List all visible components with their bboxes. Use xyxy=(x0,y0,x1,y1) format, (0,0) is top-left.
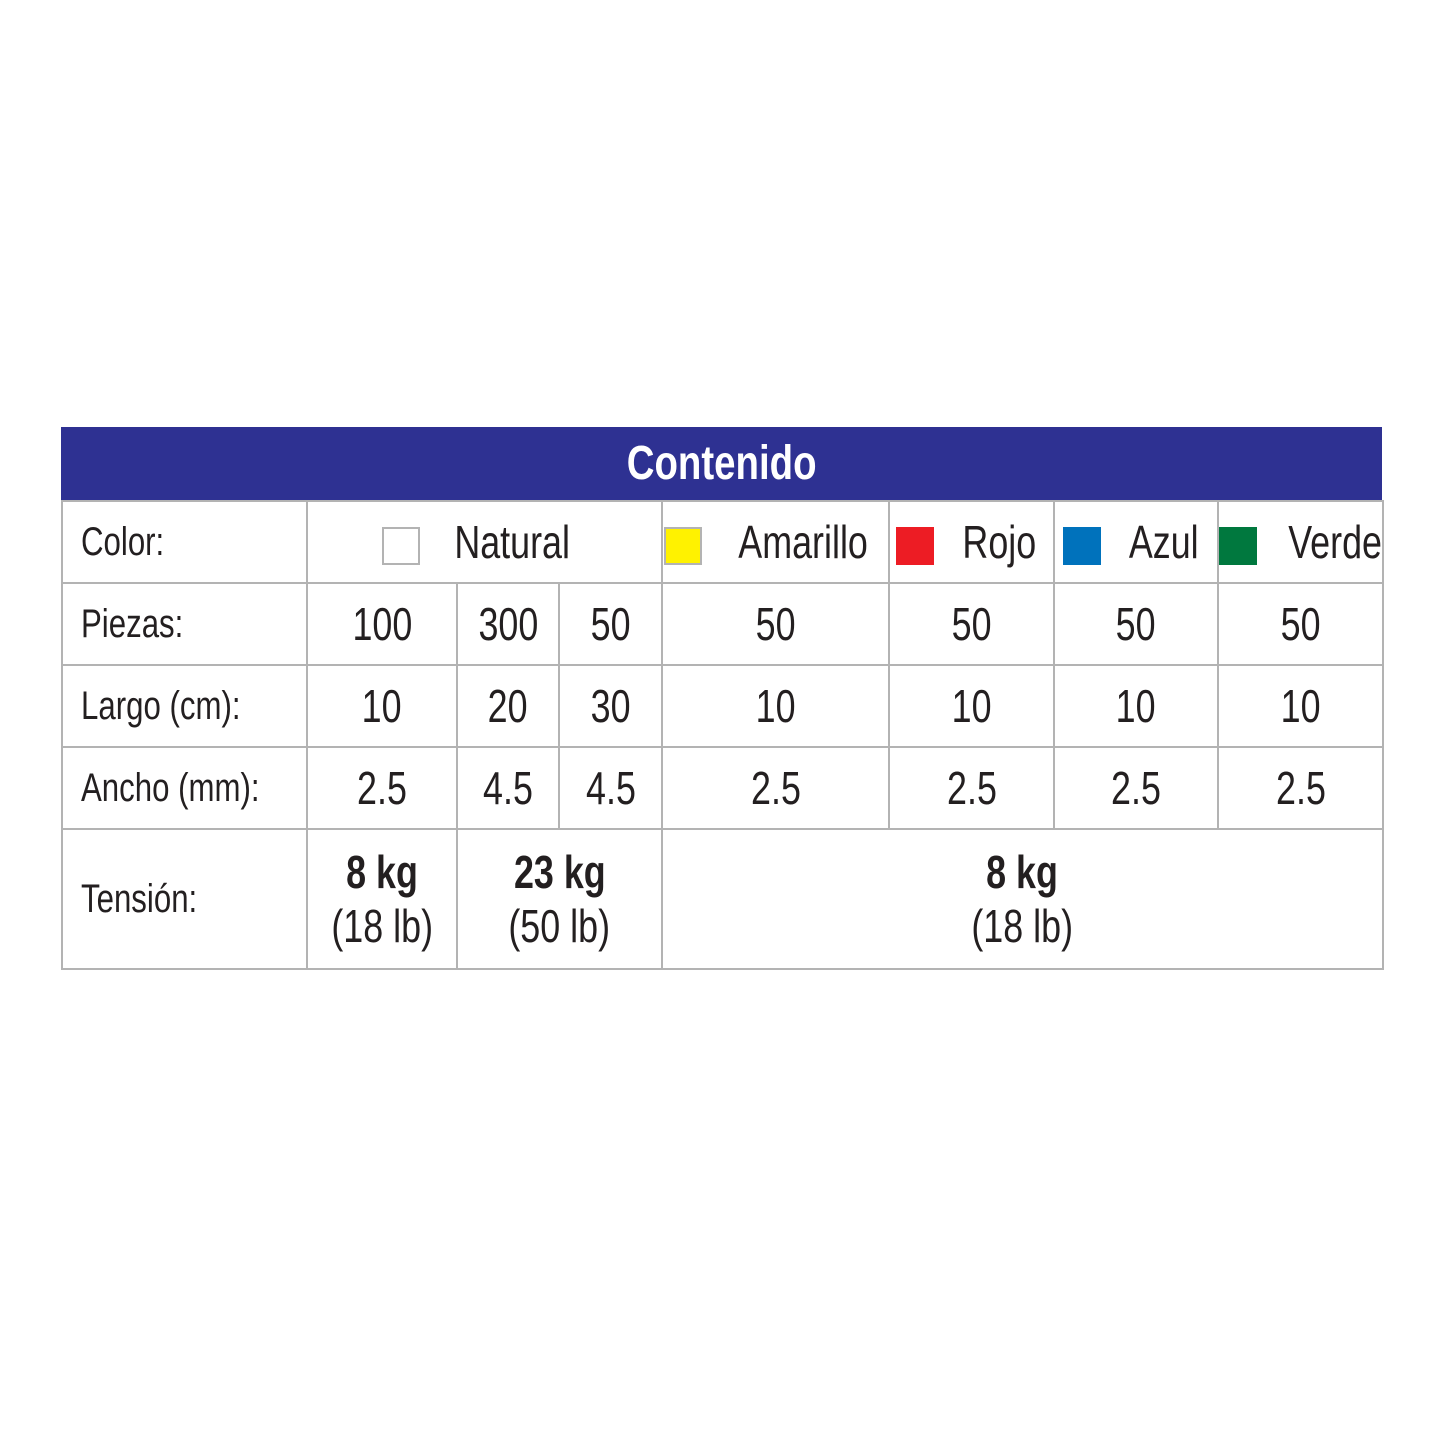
cell-text: Rojo xyxy=(962,516,1037,568)
cell-text: Amarillo xyxy=(738,516,869,568)
color-cell-amarillo: Amarillo xyxy=(661,500,890,584)
cell: 50 xyxy=(888,582,1055,666)
cell: 2.5 xyxy=(661,746,890,830)
color-cell-natural: Natural xyxy=(306,500,663,584)
cell: 10 xyxy=(1053,664,1219,748)
cell-text: Azul xyxy=(1129,516,1199,568)
cell-text: Color: xyxy=(81,519,165,564)
swatch-rojo xyxy=(896,526,935,565)
cell-text: 23 kg xyxy=(513,846,606,898)
cell: 30 xyxy=(558,664,663,748)
cell: 2.5 xyxy=(306,746,458,830)
cell-text: Ancho (mm): xyxy=(81,765,260,810)
color-cell-verde: Verde xyxy=(1217,500,1384,584)
row-tension: Tensión: 8 kg (18 lb) 23 kg (50 lb) 8 kg (1… xyxy=(61,828,1384,970)
row-color: Color: Natural Amarillo Rojo Azul Verde xyxy=(61,500,1384,584)
table-title-bar: Contenido xyxy=(61,427,1382,500)
cell: 4.5 xyxy=(456,746,560,830)
cell: 50 xyxy=(1217,582,1384,666)
cell-text: 4.5 xyxy=(483,762,533,814)
cell: 10 xyxy=(661,664,890,748)
content-table: Color: Natural Amarillo Rojo Azul Verde … xyxy=(61,500,1384,970)
swatch-verde xyxy=(1220,526,1257,565)
row-largo: Largo (cm): 10 20 30 10 10 10 10 xyxy=(61,664,1384,748)
cell-text: Verde xyxy=(1288,516,1382,568)
row-label: Piezas: xyxy=(61,582,308,666)
cell-text: 20 xyxy=(488,680,528,732)
cell: 20 xyxy=(456,664,560,748)
cell-text: 2.5 xyxy=(946,762,997,814)
cell: 300 xyxy=(456,582,560,666)
cell-text: 2.5 xyxy=(1275,762,1326,814)
cell-text: 30 xyxy=(590,680,631,732)
swatch-natural xyxy=(382,526,421,565)
cell-text: Largo (cm): xyxy=(81,683,241,728)
cell-text: 50 xyxy=(755,598,796,650)
cell: 10 xyxy=(306,664,458,748)
row-ancho: Ancho (mm): 2.5 4.5 4.5 2.5 2.5 2.5 2.5 xyxy=(61,746,1384,830)
table-title: Contenido xyxy=(626,437,817,490)
cell-text: 300 xyxy=(478,598,538,650)
cell-text: 50 xyxy=(1116,598,1156,650)
cell-text: (50 lb) xyxy=(508,900,611,952)
cell: 2.5 xyxy=(1217,746,1384,830)
cell: 2.5 xyxy=(888,746,1055,830)
cell-text: (18 lb) xyxy=(971,900,1074,952)
cell-text: 10 xyxy=(951,680,992,732)
cell-text: 10 xyxy=(362,680,402,732)
row-label: Largo (cm): xyxy=(61,664,308,748)
cell: 10 xyxy=(888,664,1055,748)
cell-text: 2.5 xyxy=(750,762,801,814)
swatch-amarillo xyxy=(664,526,703,565)
cell-text: 10 xyxy=(1280,680,1321,732)
cell-text: Natural xyxy=(454,516,571,568)
cell: 2.5 xyxy=(1053,746,1219,830)
cell-text: 100 xyxy=(352,598,412,650)
row-label: Ancho (mm): xyxy=(61,746,308,830)
cell: 10 xyxy=(1217,664,1384,748)
cell-text: 50 xyxy=(1280,598,1321,650)
cell-text: 2.5 xyxy=(1111,762,1161,814)
cell-text: Tensión: xyxy=(81,876,198,921)
row-piezas: Piezas: 100 300 50 50 50 50 50 xyxy=(61,582,1384,666)
cell-text: Piezas: xyxy=(81,601,184,646)
cell: 50 xyxy=(558,582,663,666)
cell-text: 50 xyxy=(951,598,992,650)
color-cell-azul: Azul xyxy=(1053,500,1219,584)
cell: 23 kg (50 lb) xyxy=(456,828,663,970)
cell-text: (18 lb) xyxy=(331,900,433,952)
row-label: Tensión: xyxy=(61,828,308,970)
cell: 8 kg (18 lb) xyxy=(661,828,1384,970)
cell-text: 8 kg xyxy=(986,846,1059,898)
cell: 50 xyxy=(1053,582,1219,666)
row-label: Color: xyxy=(61,500,308,584)
cell-text: 10 xyxy=(1116,680,1156,732)
cell-text: 10 xyxy=(755,680,796,732)
cell: 50 xyxy=(661,582,890,666)
color-cell-rojo: Rojo xyxy=(888,500,1055,584)
cell: 100 xyxy=(306,582,458,666)
swatch-azul xyxy=(1063,526,1102,565)
cell-text: 50 xyxy=(590,598,631,650)
cell-text: 4.5 xyxy=(585,762,636,814)
cell-text: 8 kg xyxy=(346,846,418,898)
cell: 4.5 xyxy=(558,746,663,830)
cell-text: 2.5 xyxy=(357,762,407,814)
cell: 8 kg (18 lb) xyxy=(306,828,458,970)
